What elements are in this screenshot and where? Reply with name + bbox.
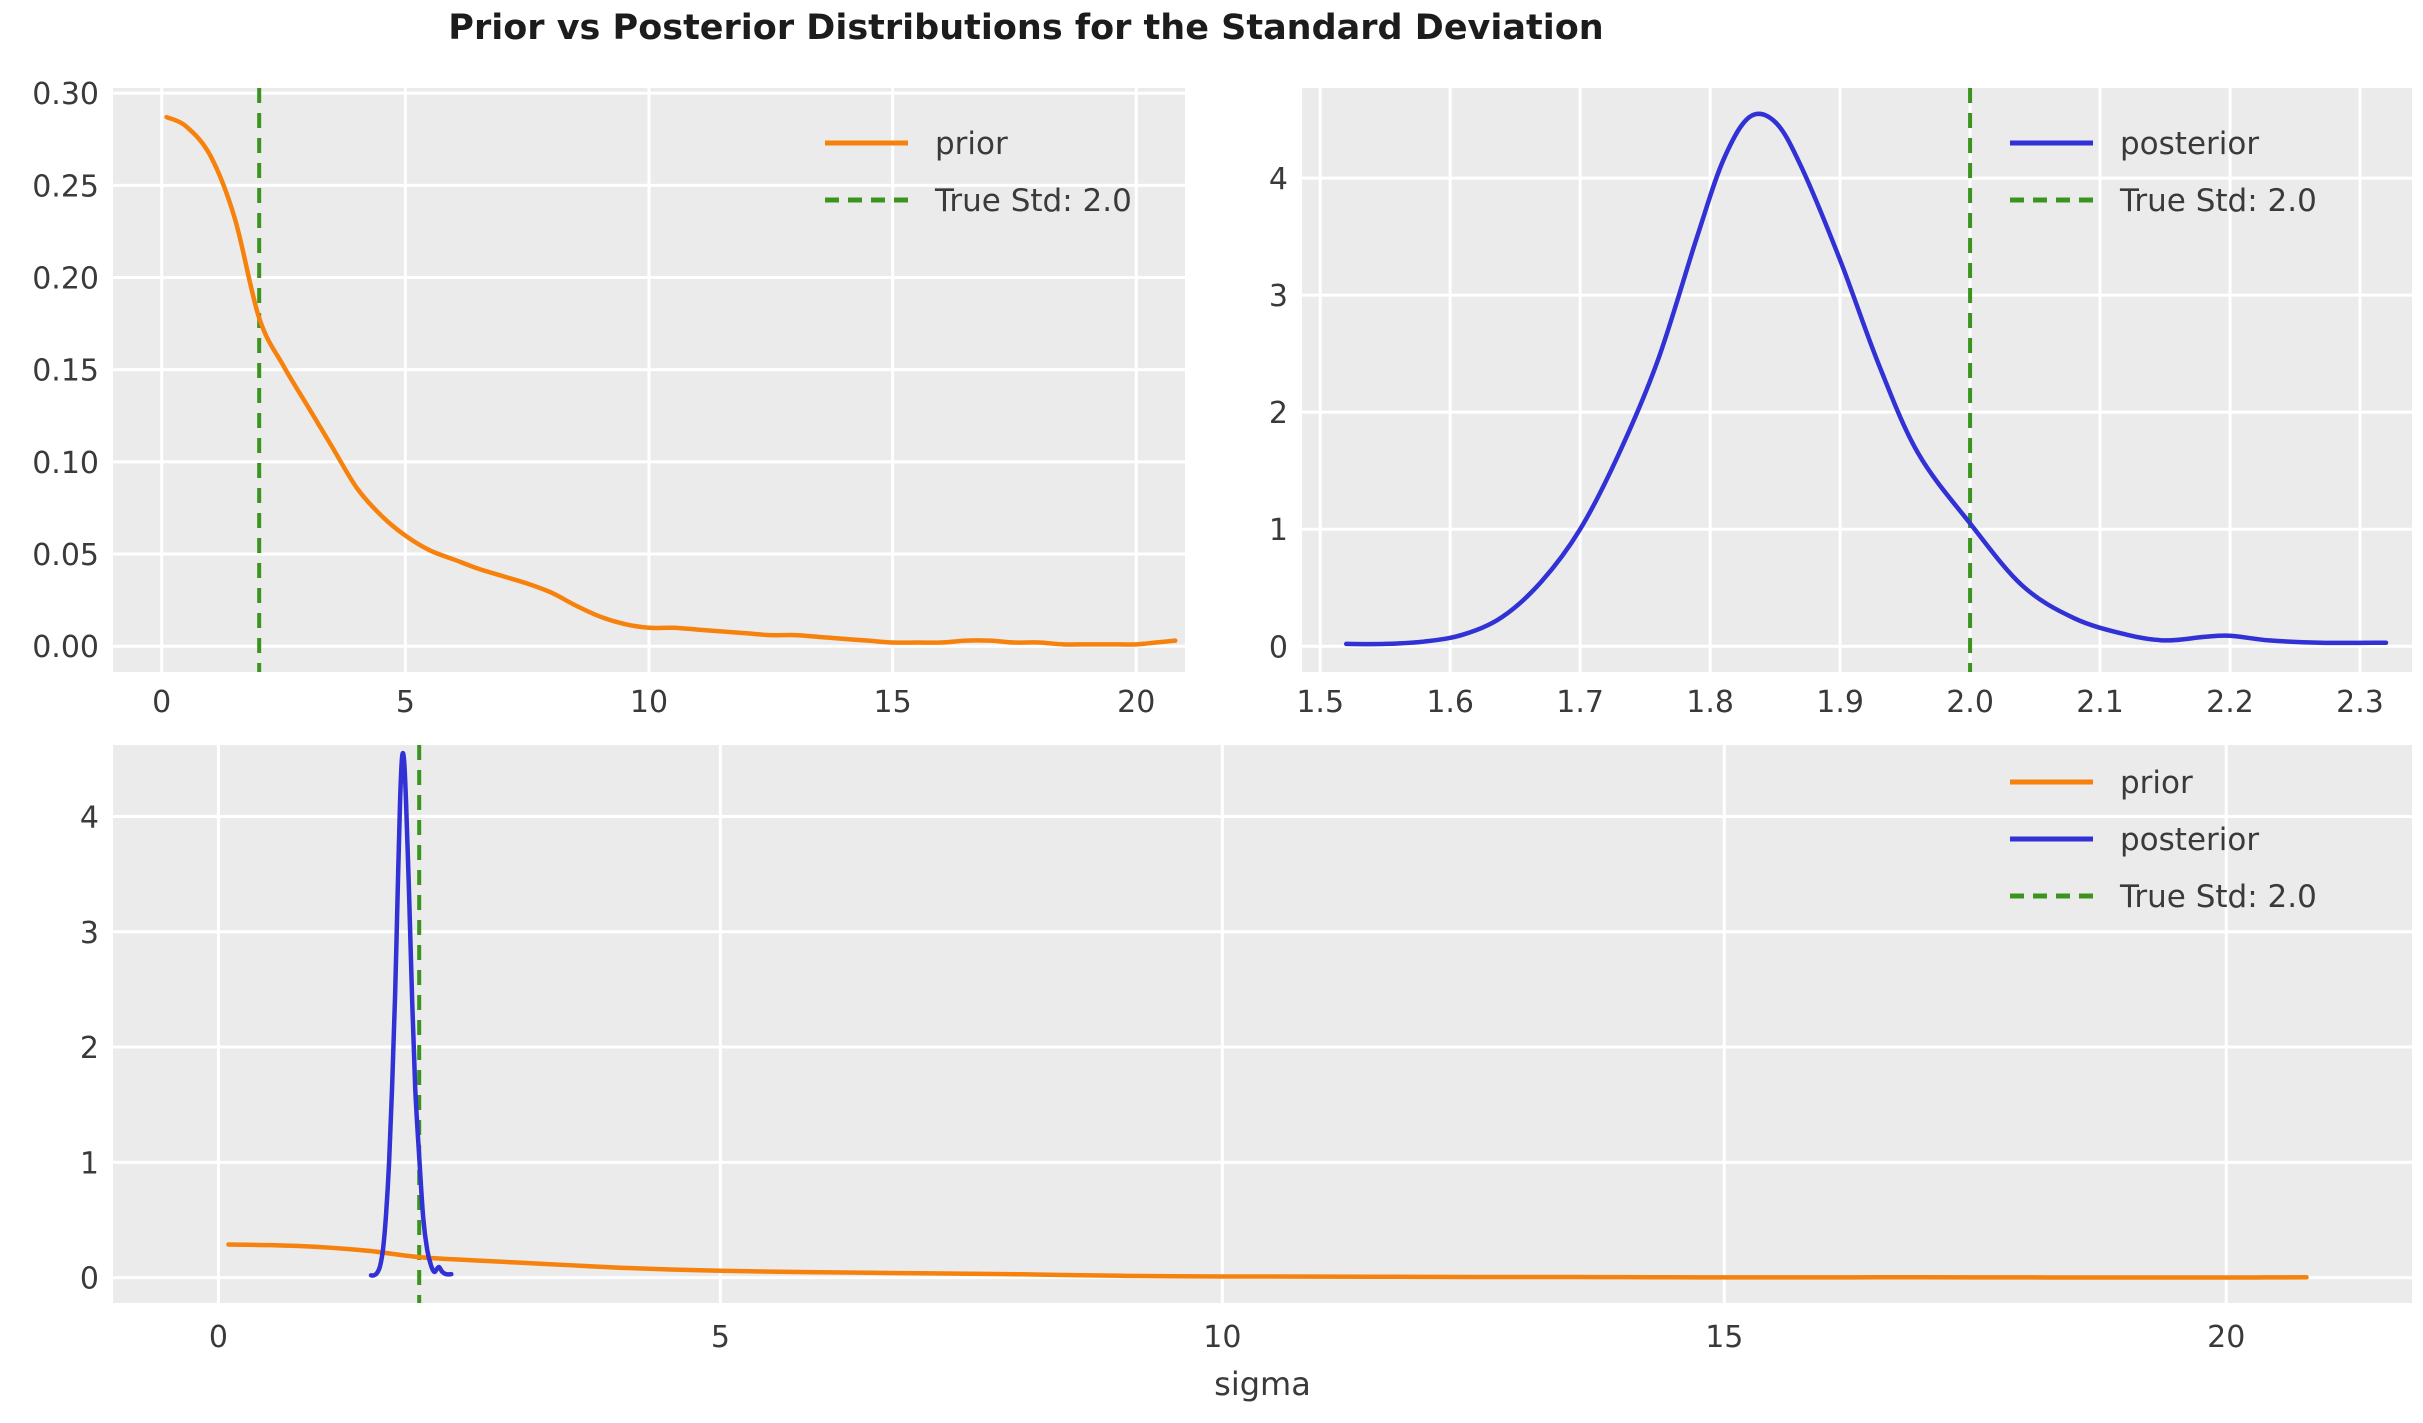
legend-entry-label: True Std: 2.0 [2119,183,2317,219]
y-tick-label: 3 [1269,279,1288,314]
y-tick-label: 0.30 [32,77,99,112]
x-tick-label: 20 [2207,1320,2245,1355]
legend-entry-label: True Std: 2.0 [2119,879,2317,915]
x-tick-label: 1.6 [1426,685,1474,720]
legend-entry-label: posterior [2120,126,2259,162]
plot-area [113,745,2412,1303]
y-tick-label: 3 [80,916,99,951]
x-tick-label: 2.1 [2076,685,2124,720]
x-tick-label: 15 [874,685,912,720]
y-tick-label: 0.10 [32,446,99,481]
series-posterior-line [368,750,454,1278]
legend-entry-label: posterior [2120,822,2259,858]
legend-entry-prior: prior [825,126,1008,162]
y-tick-label: 4 [1269,162,1288,197]
y-tick-label: 0.00 [32,630,99,665]
chart-prior-vs-posterior-combined: 0 5 10 15 20 0 1 2 3 4 sigma prior posterior True Std… [80,745,2412,1403]
x-tick-label: 5 [711,1320,730,1355]
y-tick-label: 4 [80,800,99,835]
y-tick-label: 0 [80,1262,99,1297]
y-tick-label: 0.15 [32,354,99,389]
chart-prior-distribution: 0 5 10 15 20 0.00 0.05 0.10 0.15 0.20 0.25 0.30 prio… [32,77,1185,720]
y-tick-label: 0.20 [32,262,99,297]
legend-entry-posterior: posterior [2010,126,2259,162]
series-prior-line [164,114,1178,647]
legend-entry-prior: prior [2010,765,2193,801]
x-tick-label: 1.8 [1686,685,1734,720]
legend-entry-label: prior [2120,765,2193,801]
y-tick-label: 0.25 [32,169,99,204]
y-tick-label: 2 [80,1031,99,1066]
x-tick-label: 20 [1117,685,1155,720]
x-tick-label: 1.9 [1816,685,1864,720]
y-tick-label: 0 [1269,630,1288,665]
legend-entry-true-std-2-0: True Std: 2.0 [2010,183,2317,219]
chart-posterior-distribution: 1.5 1.6 1.7 1.8 1.9 2.0 2.1 2.2 2.3 0 1 2 3 4 posterio… [1269,88,2412,720]
figure-title: Prior vs Posterior Distributions for the… [448,8,1604,48]
x-tick-label: 2.2 [2206,685,2254,720]
x-tick-label: 2.3 [2336,685,2384,720]
x-tick-label: 10 [1203,1320,1241,1355]
series-prior-line [226,1242,2309,1280]
legend-entry-label: prior [935,126,1008,162]
y-tick-label: 1 [80,1146,99,1181]
x-axis-label: sigma [1214,1365,1311,1403]
y-tick-label: 2 [1269,396,1288,431]
x-tick-label: 2.0 [1946,685,1994,720]
plot-area [1302,88,2412,672]
x-tick-label: 1.5 [1296,685,1344,720]
legend-entry-label: True Std: 2.0 [934,183,1132,219]
x-tick-label: 0 [152,685,171,720]
y-tick-label: 1 [1269,513,1288,548]
x-tick-label: 5 [396,685,415,720]
x-tick-label: 10 [630,685,668,720]
legend-entry-posterior: posterior [2010,822,2259,858]
y-tick-label: 0.05 [32,538,99,573]
x-tick-label: 0 [209,1320,228,1355]
series-posterior-line [1343,111,2389,647]
legend-entry-true-std-2-0: True Std: 2.0 [2010,879,2317,915]
x-tick-label: 15 [1705,1320,1743,1355]
x-tick-label: 1.7 [1556,685,1604,720]
legend-entry-true-std-2-0: True Std: 2.0 [825,183,1132,219]
